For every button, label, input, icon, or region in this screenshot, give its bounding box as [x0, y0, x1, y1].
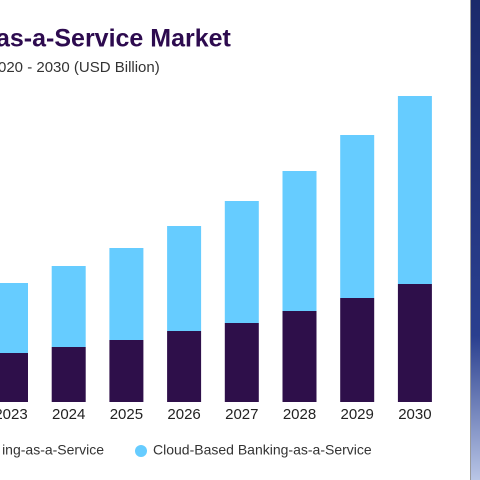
x-tick-label: 2029	[341, 406, 374, 423]
side-panel	[471, 0, 480, 480]
x-tick-label: 2030	[398, 406, 431, 423]
bar-segment	[224, 323, 259, 402]
x-tick-label: 2026	[167, 406, 200, 423]
bar-segment	[340, 135, 375, 298]
bar-segment	[109, 248, 144, 340]
x-tick-label: 2025	[110, 406, 143, 423]
bar-segment	[224, 201, 259, 323]
chart-subtitle: 020 - 2030 (USD Billion)	[0, 59, 160, 76]
legend-label: Cloud-Based Banking-as-a-Service	[153, 442, 372, 458]
legend-label: ing-as-a-Service	[2, 442, 104, 458]
bar-segment	[167, 331, 202, 402]
bar-segment	[397, 284, 432, 402]
bar-segment	[51, 347, 86, 402]
bar-segment	[0, 283, 28, 353]
x-tick-label: 2028	[283, 406, 316, 423]
bar-segment	[282, 311, 317, 402]
legend-marker	[135, 445, 147, 457]
x-tick-label: 2027	[225, 406, 258, 423]
bar-segment	[167, 226, 202, 331]
bar-segment	[51, 266, 86, 347]
bar-segment	[282, 171, 317, 311]
x-tick-label: 2024	[52, 406, 85, 423]
bar-segment	[109, 340, 144, 402]
bar-segment	[397, 96, 432, 284]
bar-segment	[0, 353, 28, 402]
chart-title: as-a-Service Market	[0, 25, 232, 53]
bar-segment	[340, 298, 375, 402]
x-tick-label: 2023	[0, 406, 28, 423]
